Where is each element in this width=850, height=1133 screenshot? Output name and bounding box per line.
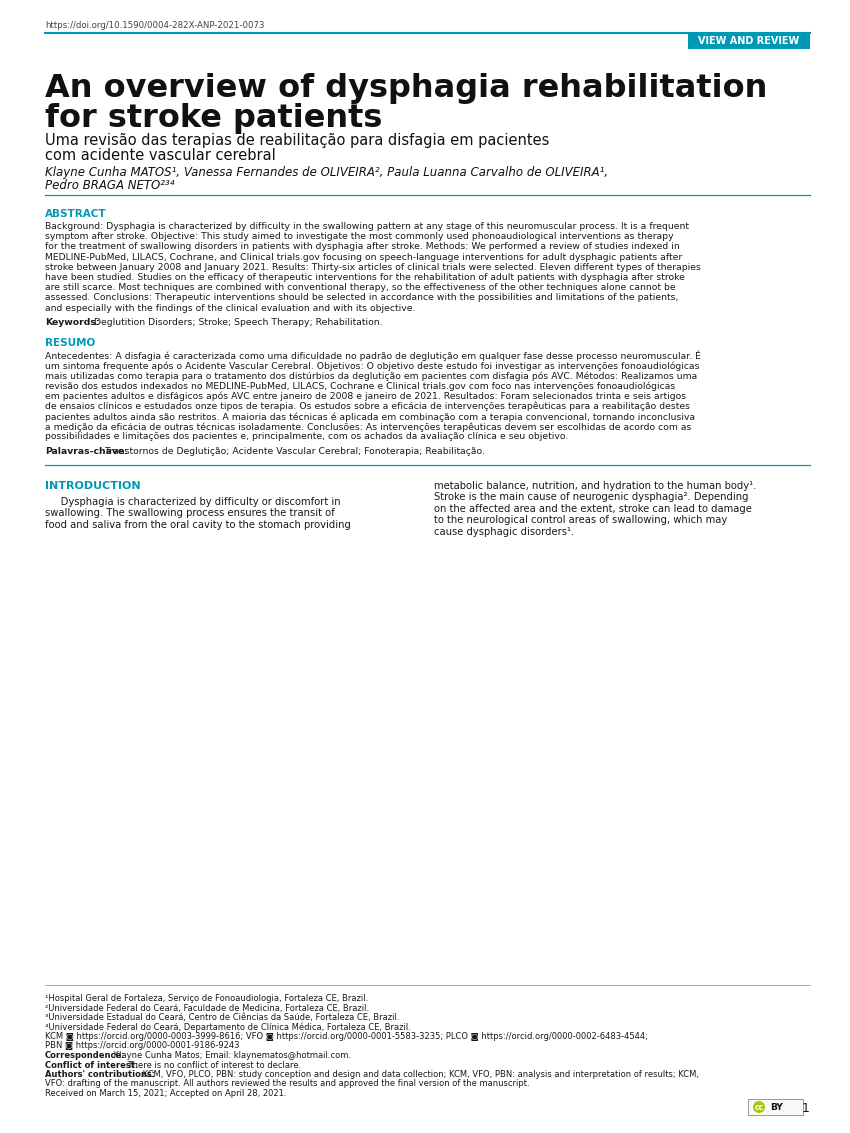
- Text: metabolic balance, nutrition, and hydration to the human body¹.: metabolic balance, nutrition, and hydrat…: [434, 480, 756, 491]
- Text: VIEW AND REVIEW: VIEW AND REVIEW: [699, 36, 800, 46]
- Text: MEDLINE-PubMed, LILACS, Cochrane, and Clinical trials.gov focusing on speech-lan: MEDLINE-PubMed, LILACS, Cochrane, and Cl…: [45, 253, 683, 262]
- Text: ¹Hospital Geral de Fortaleza, Serviço de Fonoaudiologia, Fortaleza CE, Brazil.: ¹Hospital Geral de Fortaleza, Serviço de…: [45, 994, 368, 1003]
- Text: are still scarce. Most techniques are combined with conventional therapy, so the: are still scarce. Most techniques are co…: [45, 283, 676, 292]
- Text: um sintoma frequente após o Acidente Vascular Cerebral. Objetivos: O objetivo de: um sintoma frequente após o Acidente Vas…: [45, 361, 700, 370]
- Text: VFO: drafting of the manuscript. All authors reviewed the results and approved t: VFO: drafting of the manuscript. All aut…: [45, 1080, 530, 1089]
- Circle shape: [753, 1101, 765, 1113]
- Text: INTRODUCTION: INTRODUCTION: [45, 480, 140, 491]
- Text: https://doi.org/10.1590/0004-282X-ANP-2021-0073: https://doi.org/10.1590/0004-282X-ANP-20…: [45, 22, 264, 29]
- Text: a medição da eficácia de outras técnicas isoladamente. Conclusões: As intervençõ: a medição da eficácia de outras técnicas…: [45, 423, 691, 432]
- Bar: [688, 33, 810, 49]
- Text: cc: cc: [754, 1102, 763, 1111]
- Text: assessed. Conclusions: Therapeutic interventions should be selected in accordanc: assessed. Conclusions: Therapeutic inter…: [45, 293, 678, 303]
- Text: Antecedentes: A disfagia é caracterizada como uma dificuldade no padrão de deglu: Antecedentes: A disfagia é caracterizada…: [45, 351, 701, 361]
- Text: BY: BY: [770, 1102, 783, 1111]
- Text: Stroke is the main cause of neurogenic dysphagia². Depending: Stroke is the main cause of neurogenic d…: [434, 492, 749, 502]
- Text: to the neurological control areas of swallowing, which may: to the neurological control areas of swa…: [434, 516, 728, 525]
- Text: on the affected area and the extent, stroke can lead to damage: on the affected area and the extent, str…: [434, 503, 752, 513]
- Text: and especially with the findings of the clinical evaluation and with its objecti: and especially with the findings of the …: [45, 304, 416, 313]
- Text: Pedro BRAGA NETO²³⁴: Pedro BRAGA NETO²³⁴: [45, 179, 174, 191]
- Text: Transtornos de Deglutição; Acidente Vascular Cerebral; Fonoterapia; Reabilitação: Transtornos de Deglutição; Acidente Vasc…: [102, 446, 484, 455]
- Text: for the treatment of swallowing disorders in patients with dysphagia after strok: for the treatment of swallowing disorder…: [45, 242, 680, 252]
- Text: Deglutition Disorders; Stroke; Speech Therapy; Rehabilitation.: Deglutition Disorders; Stroke; Speech Th…: [91, 317, 382, 326]
- Text: ²Universidade Federal do Ceará, Faculdade de Medicina, Fortaleza CE, Brazil.: ²Universidade Federal do Ceará, Faculdad…: [45, 1004, 369, 1013]
- Text: cause dysphagic disorders¹.: cause dysphagic disorders¹.: [434, 527, 575, 537]
- Text: food and saliva from the oral cavity to the stomach providing: food and saliva from the oral cavity to …: [45, 520, 351, 529]
- Text: Uma revisão das terapias de reabilitação para disfagia em pacientes: Uma revisão das terapias de reabilitação…: [45, 133, 549, 148]
- Text: Background: Dysphagia is characterized by difficulty in the swallowing pattern a: Background: Dysphagia is characterized b…: [45, 222, 689, 231]
- Text: symptom after stroke. Objective: This study aimed to investigate the most common: symptom after stroke. Objective: This st…: [45, 232, 673, 241]
- Text: KCM, VFO, PLCO, PBN: study conception and design and data collection; KCM, VFO, : KCM, VFO, PLCO, PBN: study conception an…: [140, 1070, 699, 1079]
- Text: Dysphagia is characterized by difficulty or discomfort in: Dysphagia is characterized by difficulty…: [45, 496, 341, 506]
- Text: Conflict of interest:: Conflict of interest:: [45, 1060, 139, 1070]
- Text: ⁴Universidade Federal do Ceará, Departamento de Clínica Médica, Fortaleza CE, Br: ⁴Universidade Federal do Ceará, Departam…: [45, 1022, 411, 1032]
- Text: swallowing. The swallowing process ensures the transit of: swallowing. The swallowing process ensur…: [45, 508, 335, 518]
- Text: There is no conflict of interest to declare.: There is no conflict of interest to decl…: [125, 1060, 301, 1070]
- Text: de ensaios clínicos e estudados onze tipos de terapia. Os estudos sobre a eficác: de ensaios clínicos e estudados onze tip…: [45, 402, 690, 411]
- Text: possibilidades e limitações dos pacientes e, principalmente, com os achados da a: possibilidades e limitações dos paciente…: [45, 433, 569, 442]
- Text: em pacientes adultos e disfágicos após AVC entre janeiro de 2008 e janeiro de 20: em pacientes adultos e disfágicos após A…: [45, 392, 686, 401]
- Text: Klayne Cunha Matos; Email: klaynematos@hotmail.com.: Klayne Cunha Matos; Email: klaynematos@h…: [111, 1051, 351, 1060]
- Text: revisão dos estudos indexados no MEDLINE-PubMed, LILACS, Cochrane e Clinical tri: revisão dos estudos indexados no MEDLINE…: [45, 382, 675, 391]
- Text: An overview of dysphagia rehabilitation: An overview of dysphagia rehabilitation: [45, 73, 768, 104]
- Bar: [748, 1099, 803, 1115]
- Text: Authors' contributions:: Authors' contributions:: [45, 1070, 155, 1079]
- Text: ABSTRACT: ABSTRACT: [45, 208, 106, 219]
- Text: RESUMO: RESUMO: [45, 338, 95, 348]
- Text: have been studied. Studies on the efficacy of therapeutic interventions for the : have been studied. Studies on the effica…: [45, 273, 685, 282]
- Text: ³Universidade Estadual do Ceará, Centro de Ciências da Saúde, Fortaleza CE, Braz: ³Universidade Estadual do Ceará, Centro …: [45, 1013, 400, 1022]
- Text: Keywords:: Keywords:: [45, 317, 99, 326]
- Text: com acidente vascular cerebral: com acidente vascular cerebral: [45, 148, 275, 163]
- Text: PBN ◙ https://orcid.org/0000-0001-9186-9243: PBN ◙ https://orcid.org/0000-0001-9186-9…: [45, 1041, 240, 1050]
- Text: Received on March 15, 2021; Accepted on April 28, 2021.: Received on March 15, 2021; Accepted on …: [45, 1089, 286, 1098]
- Text: mais utilizadas como terapia para o tratamento dos distúrbios da deglutição em p: mais utilizadas como terapia para o trat…: [45, 372, 697, 381]
- Text: for stroke patients: for stroke patients: [45, 103, 382, 134]
- Text: stroke between January 2008 and January 2021. Results: Thirty-six articles of cl: stroke between January 2008 and January …: [45, 263, 701, 272]
- Text: Klayne Cunha MATOS¹, Vanessa Fernandes de OLIVEIRA², Paula Luanna Carvalho de OL: Klayne Cunha MATOS¹, Vanessa Fernandes d…: [45, 167, 608, 179]
- Text: Palavras-chave:: Palavras-chave:: [45, 446, 128, 455]
- Text: pacientes adultos ainda são restritos. A maioria das técnicas é aplicada em comb: pacientes adultos ainda são restritos. A…: [45, 412, 695, 421]
- Text: KCM ◙ https://orcid.org/0000-0003-3999-8616; VFO ◙ https://orcid.org/0000-0001-5: KCM ◙ https://orcid.org/0000-0003-3999-8…: [45, 1032, 648, 1041]
- Text: 1: 1: [802, 1102, 810, 1115]
- Text: Correspondence:: Correspondence:: [45, 1051, 126, 1060]
